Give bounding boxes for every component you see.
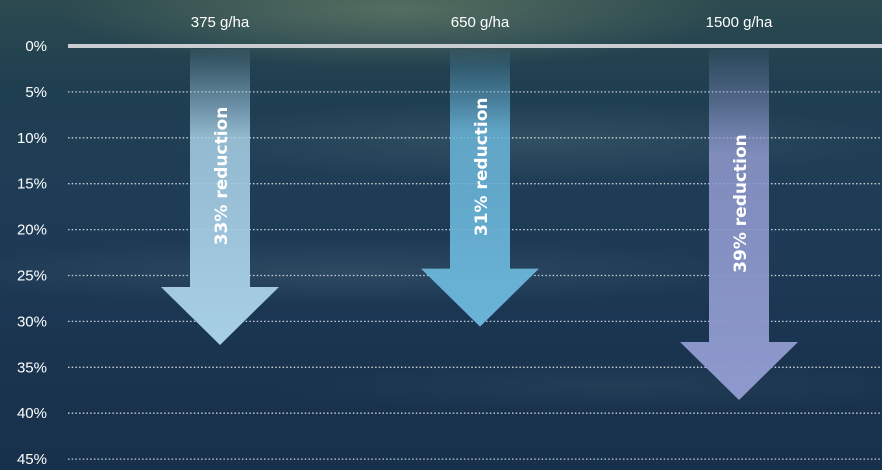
y-tick-label: 20% [17,222,47,239]
y-tick-label: 45% [17,451,47,468]
y-tick-label: 5% [25,84,47,101]
y-axis-ticks: 0% 5% 10% 15% 20% 25% 30% 35% 40% 45% [17,38,47,468]
arrow-mark [421,49,539,327]
category-label: 1500 g/ha [706,14,773,31]
y-tick-label: 10% [17,130,47,147]
y-tick-label: 40% [17,405,47,422]
y-tick-label: 0% [25,38,47,55]
y-tick-label: 15% [17,176,47,193]
category-labels: 375 g/ha 650 g/ha 1500 g/ha [191,14,773,31]
arrow-mark [680,49,798,401]
data-label: 33% reduction [212,107,232,246]
arrows: 33% reduction 31% reduction 39% reduction [161,49,798,401]
y-tick-label: 30% [17,313,47,330]
data-label: 31% reduction [472,97,492,236]
arrow-mark [161,49,279,345]
y-tick-label: 35% [17,359,47,376]
category-label: 375 g/ha [191,14,250,31]
y-tick-label: 25% [17,268,47,285]
data-label: 39% reduction [731,134,751,273]
category-label: 650 g/ha [451,14,510,31]
